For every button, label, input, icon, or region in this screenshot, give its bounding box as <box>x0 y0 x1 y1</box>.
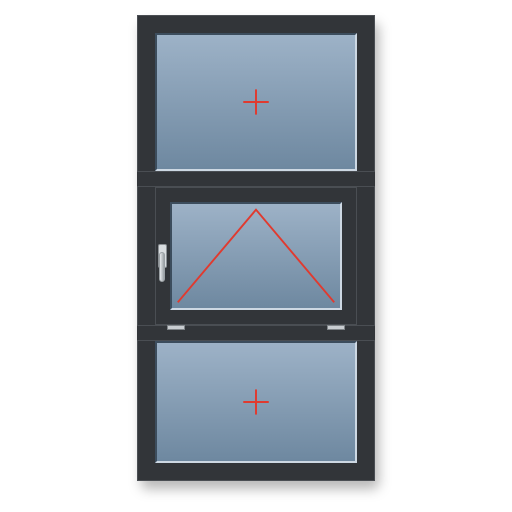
hinge <box>167 325 185 330</box>
glass-pane <box>170 202 342 310</box>
fixed-symbol <box>157 35 355 169</box>
pane-bottom <box>155 341 357 463</box>
sash-frame <box>155 187 357 325</box>
handle-lever <box>159 252 165 282</box>
pane-middle <box>155 187 357 325</box>
mullion <box>137 171 375 187</box>
hinge <box>327 325 345 330</box>
glass-pane <box>155 341 357 463</box>
product-diagram <box>0 0 512 512</box>
glass-pane <box>155 33 357 171</box>
tilt-symbol <box>172 204 340 308</box>
pane-top <box>155 33 357 171</box>
fixed-symbol <box>157 343 355 461</box>
window-unit <box>137 15 375 481</box>
